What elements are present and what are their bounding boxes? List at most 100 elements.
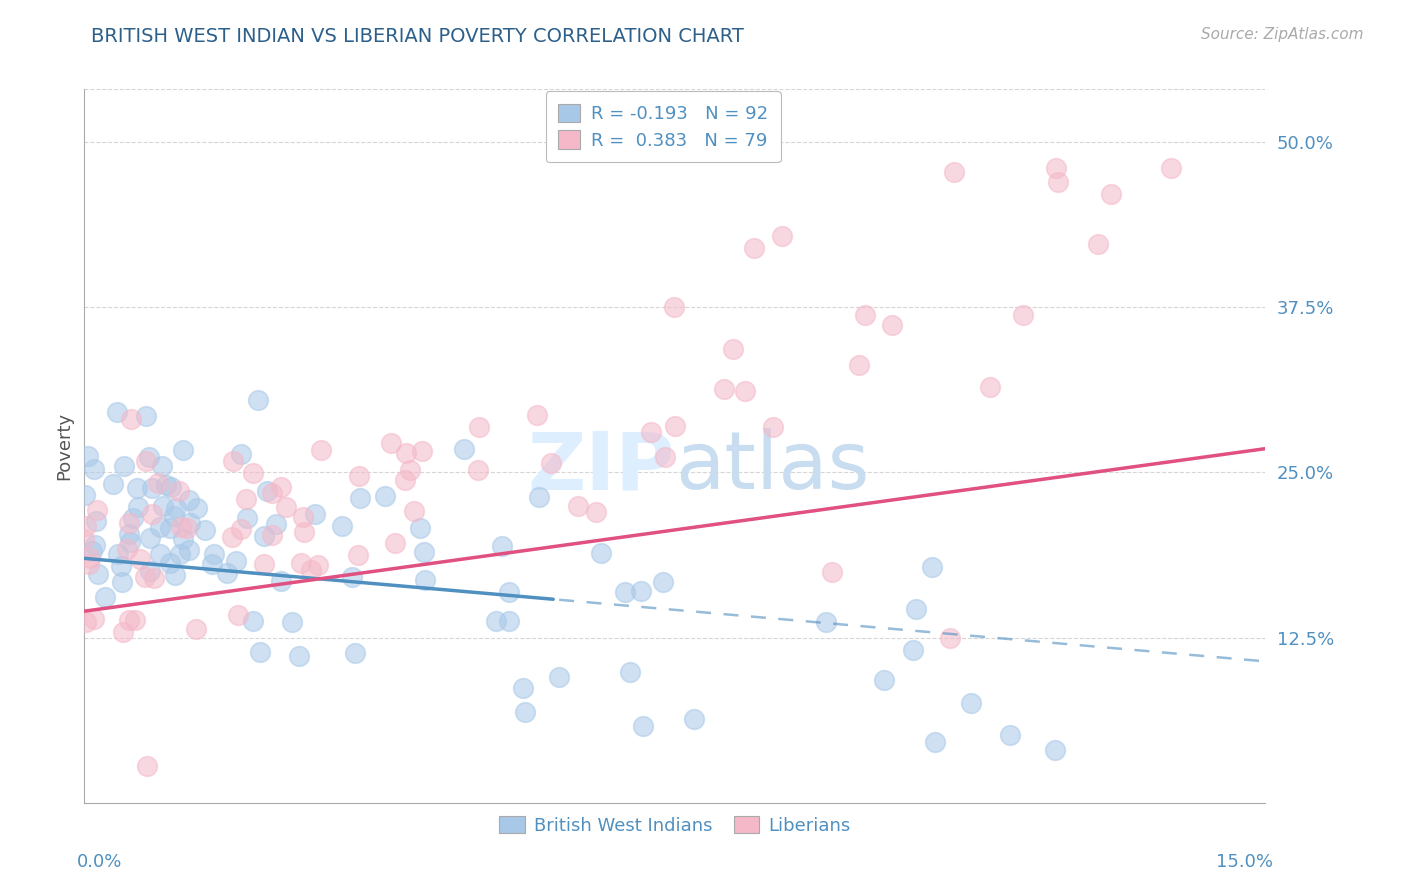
Point	[235, 492, 257, 507]
Point	[139, 564, 162, 578]
Point	[107, 547, 129, 561]
Point	[380, 436, 402, 450]
Point	[413, 545, 436, 559]
Point	[761, 420, 783, 434]
Point	[83, 462, 105, 476]
Point	[260, 528, 283, 542]
Point	[176, 521, 198, 535]
Point	[201, 558, 224, 572]
Point	[75, 519, 97, 533]
Point	[529, 490, 551, 504]
Point	[236, 511, 259, 525]
Point	[159, 521, 181, 535]
Point	[1000, 728, 1022, 742]
Point	[880, 318, 903, 332]
Point	[1087, 237, 1109, 252]
Point	[159, 556, 181, 570]
Point	[848, 358, 870, 372]
Point	[291, 510, 314, 524]
Point	[491, 539, 513, 553]
Point	[242, 466, 264, 480]
Text: atlas: atlas	[675, 428, 869, 507]
Point	[170, 520, 193, 534]
Point	[921, 560, 943, 574]
Point	[121, 510, 143, 524]
Point	[384, 535, 406, 549]
Point	[249, 644, 271, 658]
Point	[924, 735, 946, 749]
Point	[138, 450, 160, 465]
Point	[149, 520, 172, 534]
Point	[73, 532, 96, 546]
Point	[942, 165, 965, 179]
Point	[374, 489, 396, 503]
Point	[101, 477, 124, 491]
Point	[939, 631, 962, 645]
Point	[149, 547, 172, 561]
Point	[290, 557, 312, 571]
Point	[134, 570, 156, 584]
Point	[77, 450, 100, 464]
Point	[904, 601, 927, 615]
Point	[515, 705, 537, 719]
Point	[160, 480, 183, 494]
Point	[585, 505, 607, 519]
Point	[141, 508, 163, 522]
Point	[721, 343, 744, 357]
Point	[118, 527, 141, 541]
Point	[347, 469, 370, 483]
Point	[409, 521, 432, 535]
Point	[83, 612, 105, 626]
Point	[270, 574, 292, 588]
Point	[110, 559, 132, 574]
Point	[631, 719, 654, 733]
Point	[340, 570, 363, 584]
Point	[169, 483, 191, 498]
Point	[815, 615, 838, 629]
Point	[399, 463, 422, 477]
Point	[281, 615, 304, 630]
Point	[79, 551, 101, 566]
Point	[567, 499, 589, 513]
Point	[139, 531, 162, 545]
Point	[146, 476, 169, 491]
Point	[84, 514, 107, 528]
Point	[129, 552, 152, 566]
Point	[304, 507, 326, 521]
Point	[179, 516, 201, 531]
Point	[309, 442, 332, 457]
Point	[498, 585, 520, 599]
Point	[619, 665, 641, 680]
Point	[270, 480, 292, 494]
Point	[179, 492, 201, 507]
Text: BRITISH WEST INDIAN VS LIBERIAN POVERTY CORRELATION CHART: BRITISH WEST INDIAN VS LIBERIAN POVERTY …	[91, 27, 744, 45]
Point	[221, 530, 243, 544]
Point	[901, 642, 924, 657]
Point	[229, 522, 252, 536]
Point	[105, 405, 128, 419]
Point	[468, 419, 491, 434]
Point	[125, 481, 148, 495]
Point	[120, 411, 142, 425]
Legend: British West Indians, Liberians: British West Indians, Liberians	[491, 807, 859, 844]
Point	[1160, 161, 1182, 176]
Point	[395, 446, 418, 460]
Point	[73, 488, 96, 502]
Point	[498, 614, 520, 628]
Point	[112, 458, 135, 473]
Point	[93, 590, 115, 604]
Point	[136, 759, 159, 773]
Point	[152, 500, 174, 514]
Point	[664, 419, 686, 434]
Point	[215, 566, 238, 580]
Y-axis label: Poverty: Poverty	[55, 412, 73, 480]
Point	[112, 625, 135, 640]
Point	[540, 456, 562, 470]
Point	[172, 442, 194, 457]
Point	[651, 575, 673, 590]
Point	[172, 532, 194, 546]
Point	[274, 500, 297, 514]
Point	[111, 574, 134, 589]
Point	[253, 529, 276, 543]
Point	[262, 486, 284, 500]
